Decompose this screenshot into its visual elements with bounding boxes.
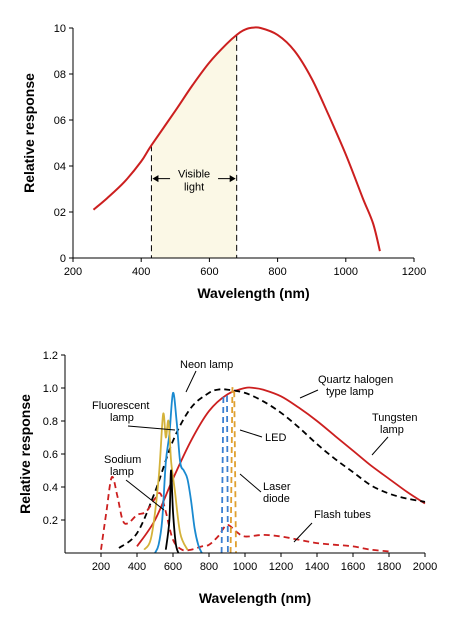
x-tick-label: 2000 [413, 561, 437, 573]
x-tick-label: 400 [132, 266, 150, 278]
visible-light-label-2: light [184, 182, 204, 194]
y-tick-label: 02 [54, 207, 66, 219]
y-tick-label: 0.8 [43, 416, 58, 428]
annotation-label: lamp [380, 424, 404, 436]
y-tick-label: 04 [54, 161, 66, 173]
x-tick-label: 1800 [377, 561, 401, 573]
series-line-0 [136, 386, 426, 547]
y-ticks: 0.2 0.4 0.6 0.8 1.0 1.2 [43, 350, 65, 527]
series-group [100, 386, 426, 554]
y-tick-label: 08 [54, 69, 66, 81]
y-axis-title: Relative response [21, 73, 37, 193]
annotations: Neon lampFluorescentlampSodiumlampQuartz… [92, 359, 417, 543]
x-tick-label: 1400 [305, 561, 329, 573]
x-tick-label: 1200 [402, 266, 426, 278]
chart-top: Visible light 200 400 600 800 1000 1200 0 02 04… [21, 23, 426, 301]
visible-light-band [151, 34, 237, 259]
annotation-label: Flash tubes [314, 509, 371, 521]
annotation-leader [371, 436, 389, 456]
y-ticks: 0 02 04 06 08 10 [54, 23, 73, 265]
visible-light-label-1: Visible [178, 169, 210, 181]
y-tick-label: 0.4 [43, 482, 58, 494]
annotation-label: Sodium [104, 454, 141, 466]
annotation-label: Quartz halogen [318, 374, 393, 386]
annotation-leader [185, 370, 197, 393]
arrow-head-right [229, 175, 236, 183]
annotation-label: Tungsten [372, 412, 417, 424]
series-line-1 [118, 388, 426, 549]
x-tick-label: 800 [268, 266, 286, 278]
x-tick-label: 400 [128, 561, 146, 573]
x-tick-label: 1600 [341, 561, 365, 573]
y-tick-label: 10 [54, 23, 66, 35]
annotation-label: lamp [110, 412, 134, 424]
annotation-leader [299, 389, 319, 399]
arrow-head-left [152, 175, 159, 183]
annotation-label: lamp [110, 466, 134, 478]
annotation-leader [125, 479, 165, 511]
y-tick-label: 1.2 [43, 350, 58, 362]
annotation-label: type lamp [326, 386, 374, 398]
series-line-3 [154, 391, 203, 554]
annotation-label: Fluorescent [92, 400, 149, 412]
x-axis-title: Wavelength (nm) [197, 285, 309, 301]
annotation-label: diode [263, 493, 290, 505]
x-ticks: 200 400 600 800 1000 1200 1400 1600 1800 2000 [92, 553, 437, 573]
series-line-2 [100, 475, 390, 553]
series-line-4 [143, 412, 189, 551]
chart-bottom: 200 400 600 800 1000 1200 1400 1600 1800 2000 0.2… [17, 350, 437, 606]
series-line-7 [229, 387, 237, 554]
annotation-label: Neon lamp [180, 359, 233, 371]
annotation-leader [127, 425, 176, 431]
y-tick-label: 0.6 [43, 449, 58, 461]
visible-light-label-bg [170, 166, 219, 194]
x-tick-label: 200 [92, 561, 110, 573]
annotation-leader [239, 473, 262, 493]
x-tick-label: 1000 [334, 266, 358, 278]
x-axis-title: Wavelength (nm) [199, 590, 311, 606]
y-tick-label: 0 [60, 253, 66, 265]
x-ticks: 200 400 600 800 1000 1200 [64, 258, 426, 278]
series-line-0 [92, 26, 381, 252]
annotation-leader [239, 429, 263, 438]
series-group [92, 26, 381, 252]
annotation-label: Laser [263, 481, 291, 493]
y-tick-label: 1.0 [43, 383, 58, 395]
series-line-5 [164, 469, 180, 554]
annotation-leader [293, 522, 313, 543]
x-tick-label: 800 [200, 561, 218, 573]
y-tick-label: 06 [54, 115, 66, 127]
y-axis-title: Relative response [17, 394, 33, 514]
x-tick-label: 600 [164, 561, 182, 573]
annotation-label: LED [265, 432, 286, 444]
x-tick-label: 200 [64, 266, 82, 278]
x-tick-label: 1200 [269, 561, 293, 573]
x-tick-label: 1000 [233, 561, 257, 573]
y-tick-label: 0.2 [43, 515, 58, 527]
series-line-6 [220, 395, 229, 554]
x-tick-label: 600 [200, 266, 218, 278]
